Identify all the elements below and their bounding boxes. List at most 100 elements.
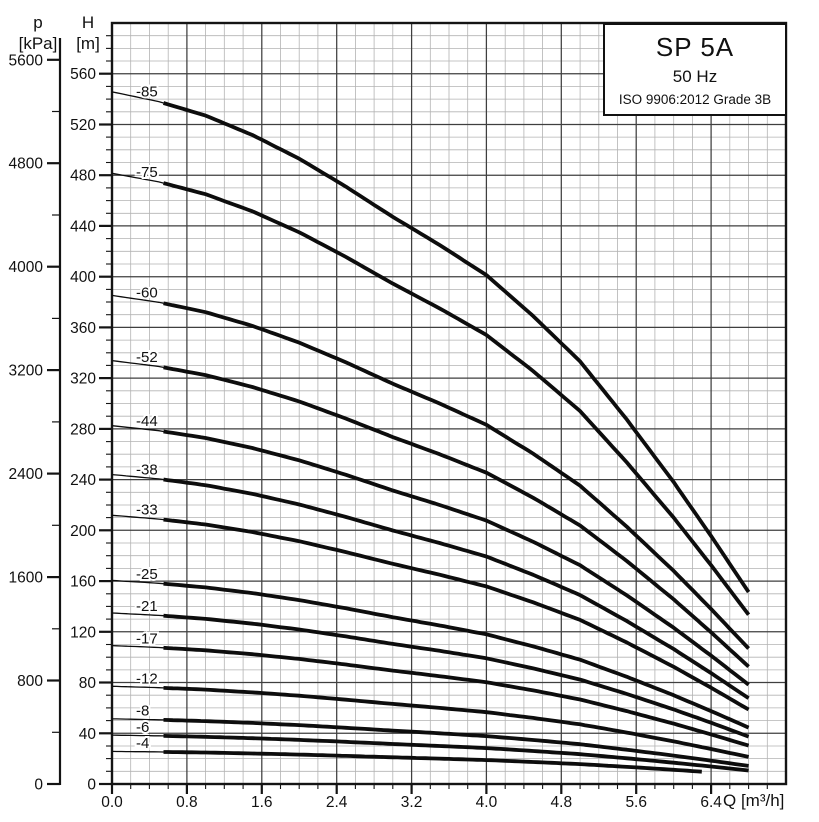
curve-label--33: -33 [136,502,158,519]
flow-tick-label: 6.4 [700,794,722,811]
head-tick-label: 320 [70,371,96,388]
curve-duty-segment [163,613,750,739]
curve-thin-segment [112,718,164,721]
curve-label--44: -44 [136,413,158,430]
curve-label--60: -60 [136,285,158,302]
curve--8 [112,718,749,768]
curve-duty-segment [163,181,751,616]
pressure-axis-unit: [kPa] [18,34,58,53]
curve--33 [111,514,750,712]
grid-minor [112,23,786,784]
head-tick-label: 360 [70,320,96,337]
curve--25 [111,579,750,730]
curve--4 [111,750,702,774]
curve-duty-segment [163,365,750,669]
pressure-tick-label: 3200 [9,363,44,380]
flow-tick-label: 4.8 [551,794,573,811]
curve-duty-segment [163,517,750,712]
curve-label--17: -17 [136,630,158,647]
curve-duty-segment [163,645,750,748]
curve--75 [111,172,751,616]
curve-duty-segment [163,686,749,759]
flow-tick-label: 3.2 [401,794,423,811]
curve--52 [111,359,750,669]
curve-thin-segment [111,612,164,617]
pressure-tick-label: 1600 [9,570,44,587]
curve--12 [111,685,749,759]
curve--6 [111,734,749,773]
curve-duty-segment [162,101,751,594]
pressure-axis-header: p [kPa] [8,12,68,54]
curve-thin-segment [111,425,164,433]
head-tick-label: 400 [70,269,96,286]
pressure-tick-label: 800 [17,673,43,690]
curve--38 [111,473,750,700]
curve-label--38: -38 [136,461,158,478]
pressure-tick-label: 4800 [9,156,44,173]
curves [111,91,751,774]
head-tick-label: 560 [70,66,96,83]
flow-tick-label: 4.0 [476,794,498,811]
curve-thin-segment [111,172,164,184]
curve-label--6: -6 [136,719,149,736]
curve-thin-segment [111,734,164,737]
curve-duty-segment [163,477,750,700]
head-tick-label: 80 [79,675,97,692]
head-tick-label: 440 [70,218,96,235]
curve-thin-segment [111,514,164,521]
curve-thin-segment [111,579,164,585]
pump-model-title: SP 5A [655,32,735,62]
flow-axis: 0.0 0.8 1.6 2.4 3.2 4.0 4.8 5.6 6.4 [101,784,768,811]
curve-label--52: -52 [136,349,158,366]
head-axis: 0 40 80 120 160 200 240 280 320 360 400 440 480 520 56… [70,35,112,794]
curve-thin-segment [111,294,164,304]
head-tick-label: 280 [70,421,96,438]
head-tick-label: 200 [70,523,96,540]
curve-thin-segment [111,750,164,753]
head-tick-label: 240 [70,472,96,489]
curve--21 [111,612,750,739]
curve-label--8: -8 [136,703,149,720]
head-tick-label: 160 [70,574,96,591]
curve-duty-segment [163,301,750,650]
curve-label--75: -75 [136,164,158,181]
curve--17 [111,644,750,748]
curve-label--25: -25 [136,566,158,583]
head-axis-symbol: H [81,13,95,32]
curve-labels: -85 -75 -60 -52 -44 -38 -33 -25 -21 -17 -12 -8-6-4 [134,82,160,754]
curve--44 [111,425,750,687]
pressure-tick-label: 2400 [9,466,44,483]
flow-tick-label: 5.6 [625,794,647,811]
curve-thin-segment [111,473,164,481]
flow-tick-label: 2.4 [326,794,348,811]
curve-label--4: -4 [136,735,149,752]
curve-duty-segment [163,718,749,768]
head-tick-label: 0 [87,777,96,794]
chart-title-box: SP 5A 50 Hz ISO 9906:2012 Grade 3B [603,23,787,116]
pressure-tick-label: 4000 [9,259,44,276]
curve--60 [111,294,750,650]
flow-tick-label: 0.0 [101,794,123,811]
curve-label--12: -12 [136,671,158,688]
pressure-axis: 0 800 1600 2400 3200 4000 4800 5600 [9,38,62,794]
curve-label--21: -21 [136,598,158,615]
pump-frequency: 50 Hz [672,67,718,86]
curve-duty-segment [163,581,750,730]
curve-thin-segment [111,644,164,649]
head-tick-label: 40 [79,726,97,743]
pressure-axis-symbol: p [33,13,43,32]
flow-tick-label: 0.8 [176,794,198,811]
curve-thin-segment [111,359,164,369]
head-axis-header: H [m] [64,12,112,54]
curve-thin-segment [111,685,164,689]
curve-duty-segment [163,750,702,774]
head-axis-unit: [m] [76,34,100,53]
pressure-tick-label: 0 [34,777,43,794]
iso-standard: ISO 9906:2012 Grade 3B [618,92,772,107]
curve-duty-segment [163,734,749,773]
curve-label--85: -85 [136,84,158,101]
pressure-tick-label: 5600 [9,52,44,69]
flow-axis-label: Q [m³/h] [723,791,785,810]
